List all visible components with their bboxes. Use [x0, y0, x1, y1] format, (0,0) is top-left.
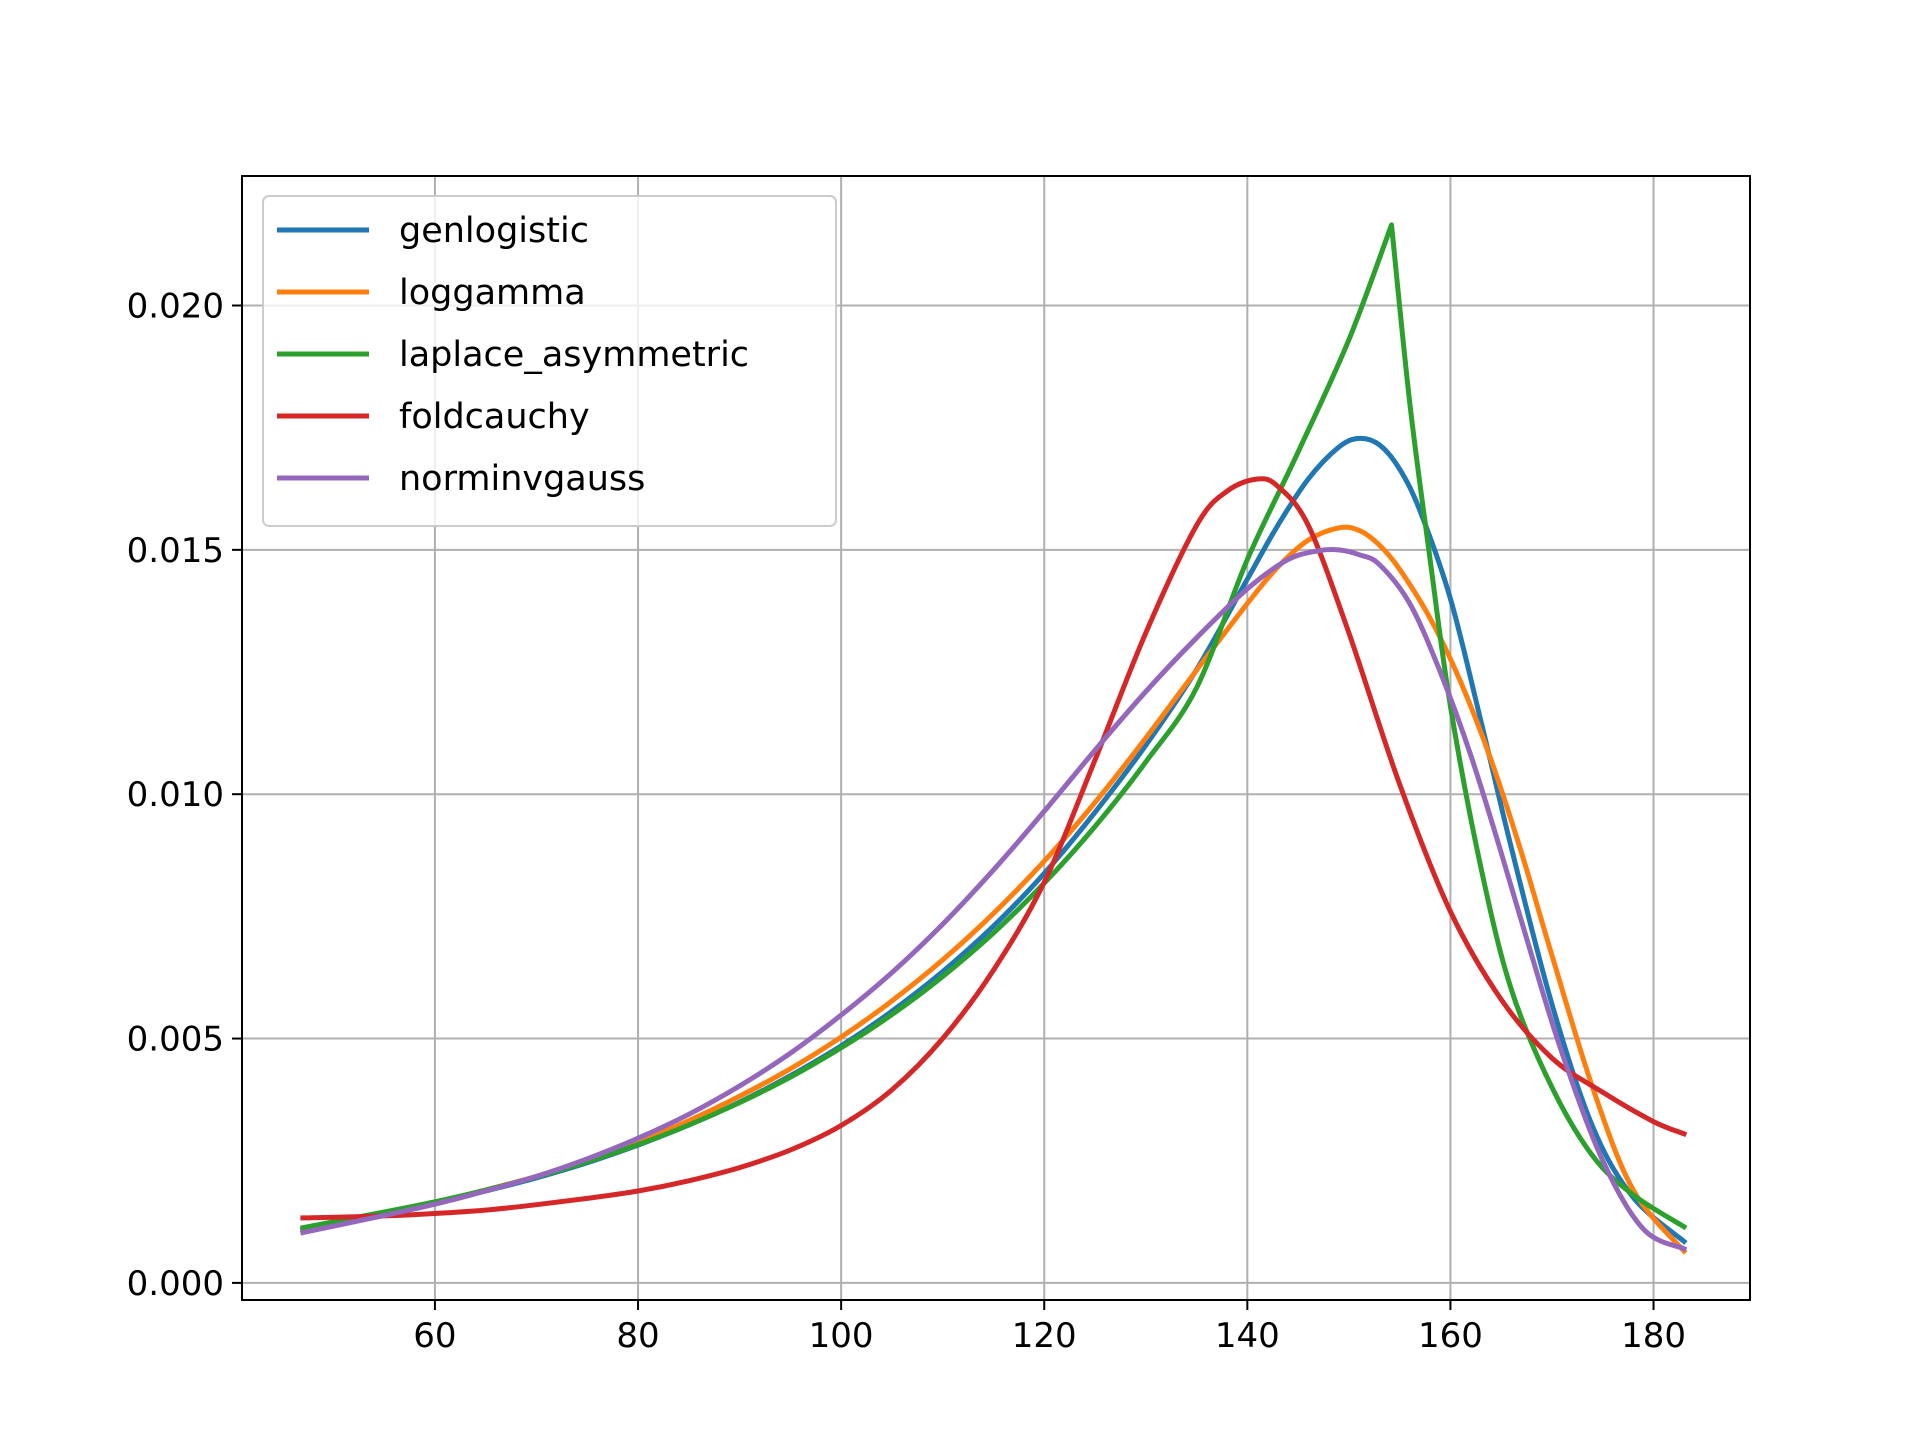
legend-label-0: genlogistic [399, 211, 589, 251]
series-line-1 [299, 524, 1688, 1255]
y-tick-label: 0.010 [127, 775, 224, 815]
axes-frame [241, 175, 1751, 1301]
x-tick-label: 100 [809, 1316, 874, 1356]
x-tick-label: 60 [413, 1316, 456, 1356]
legend-label-3: foldcauchy [399, 397, 590, 437]
series-line-4 [299, 546, 1688, 1253]
legend-label-1: loggamma [399, 273, 586, 313]
y-tick-label: 0.020 [127, 287, 224, 327]
x-tick-label: 140 [1215, 1316, 1280, 1356]
x-tick-label: 160 [1418, 1316, 1483, 1356]
series-line-2 [299, 222, 1688, 1231]
y-tick-label: 0.005 [127, 1020, 224, 1060]
y-tick-label: 0.015 [127, 531, 224, 571]
legend-label-4: norminvgauss [399, 459, 645, 499]
x-tick-label: 180 [1621, 1316, 1686, 1356]
x-tick-label: 120 [1012, 1316, 1077, 1356]
legend-box [262, 195, 837, 527]
axis-ticks: 60 80 100 120 140 160 180 0.000 0.005 0.010 0.015 0… [127, 287, 1686, 1356]
legend-label-2: laplace_asymmetric [399, 335, 749, 375]
series-lines [299, 222, 1688, 1255]
y-tick-label: 0.000 [127, 1264, 224, 1304]
legend: genlogistic loggamma laplace_asymmetricfol… [262, 195, 837, 527]
series-line-3 [300, 476, 1688, 1221]
x-tick-label: 80 [616, 1316, 659, 1356]
